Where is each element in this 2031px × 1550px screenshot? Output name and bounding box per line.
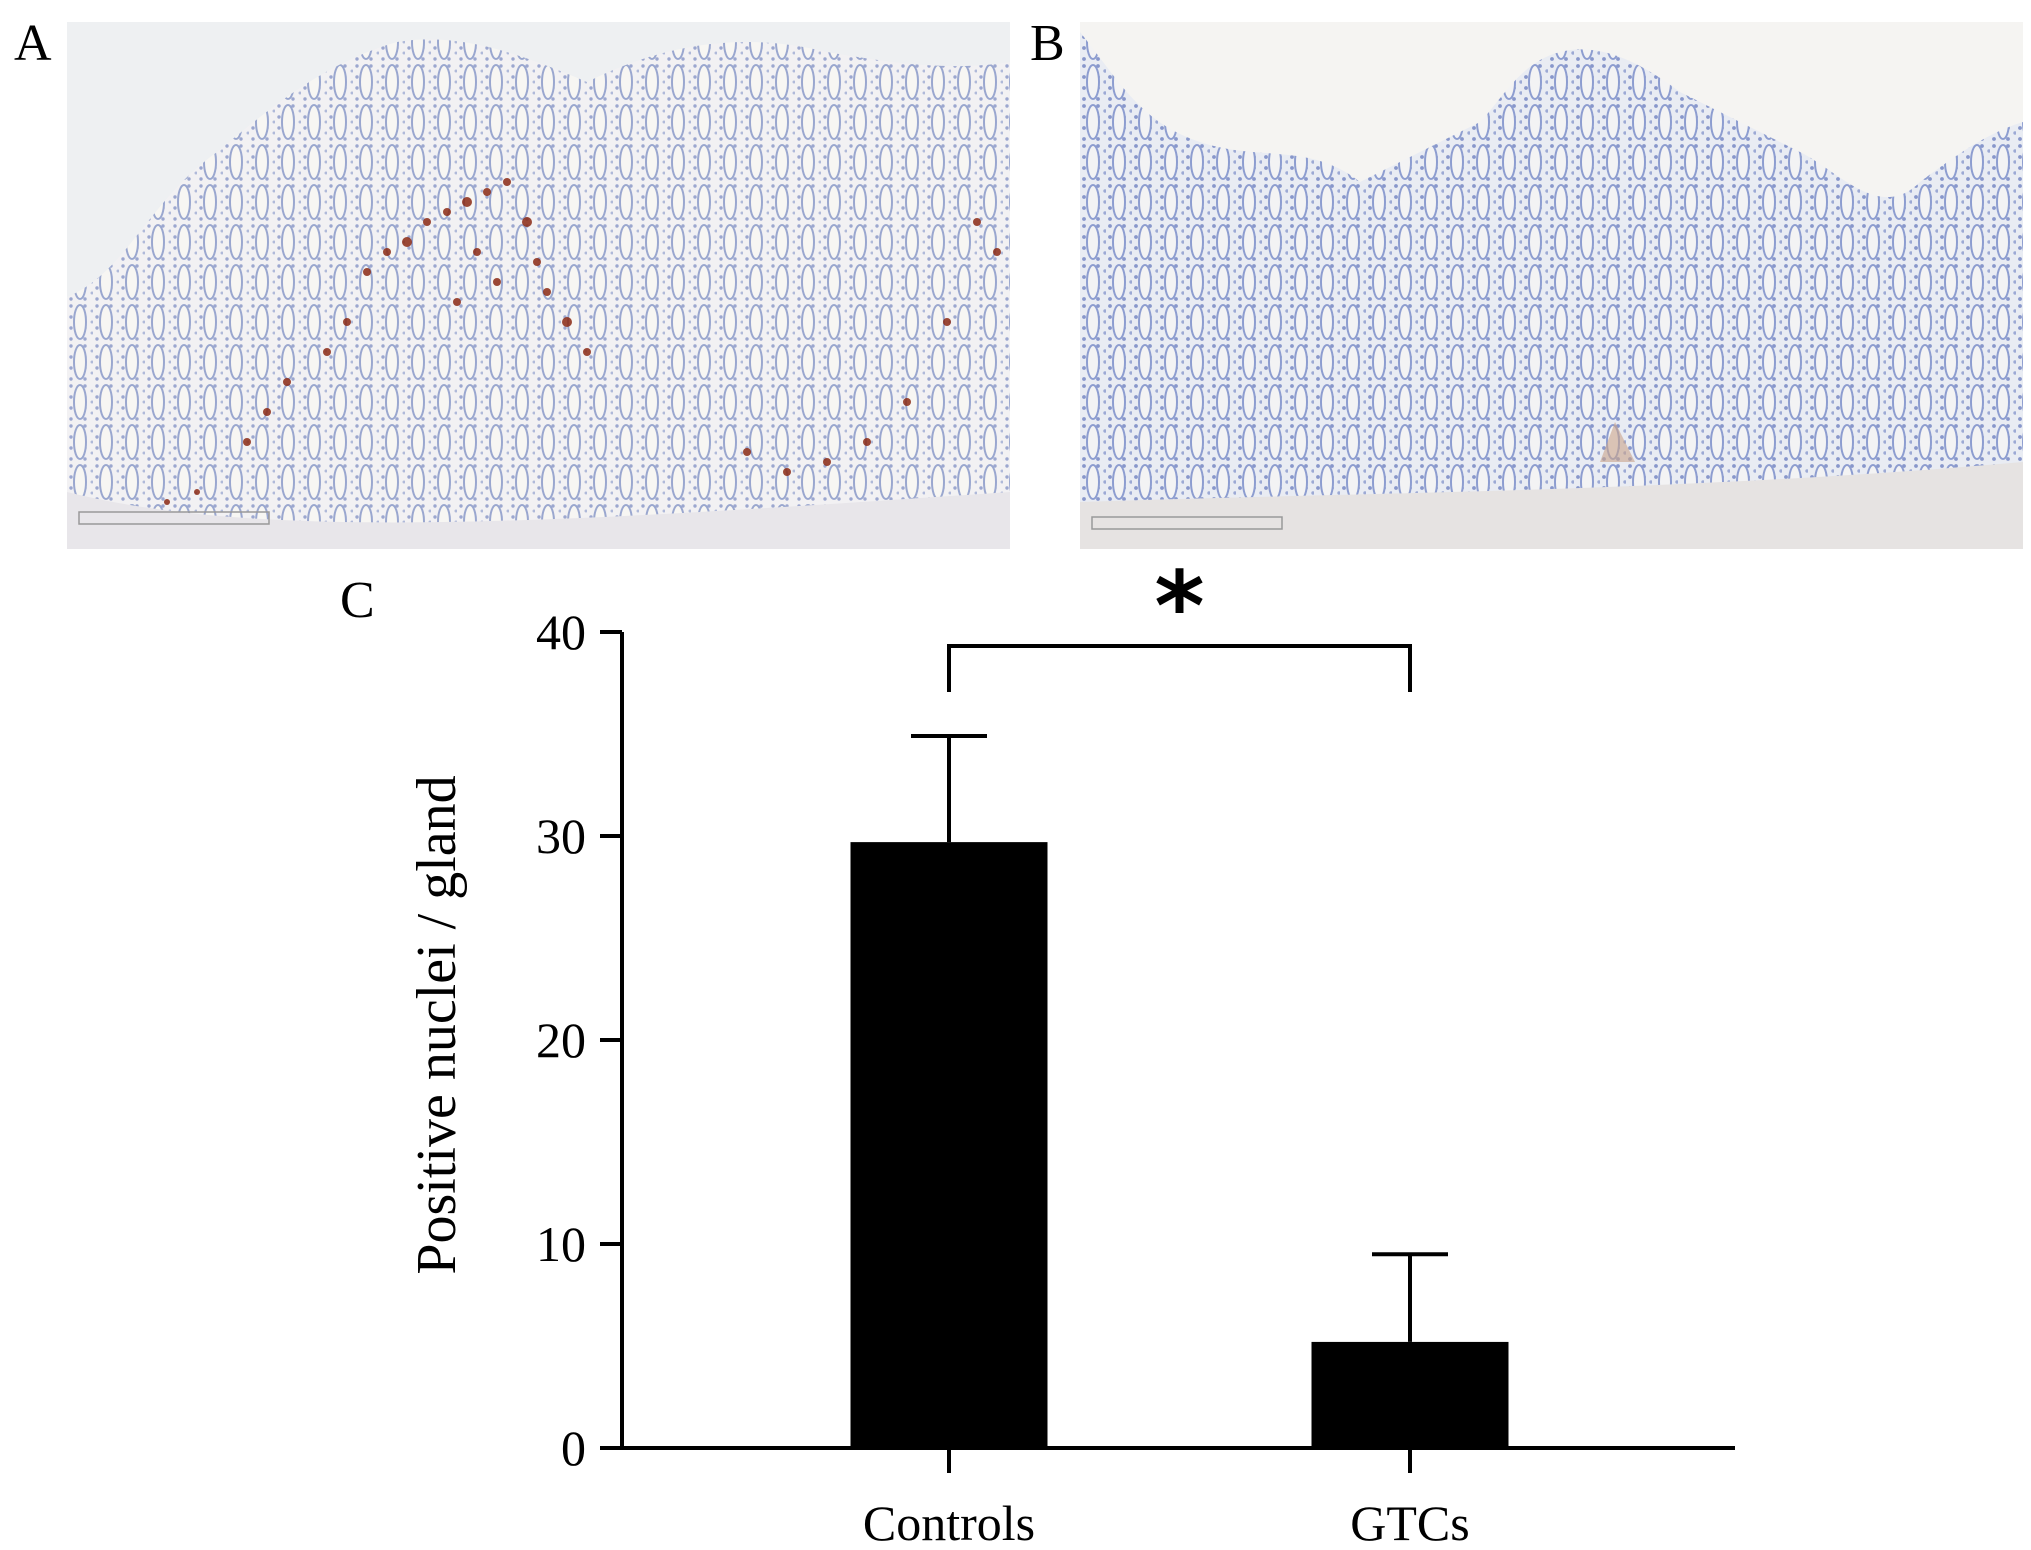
micrograph-a	[67, 22, 1010, 549]
micrograph-b-image	[1080, 22, 2023, 549]
significance-bracket	[947, 644, 1412, 692]
bar-gtcs	[1311, 1341, 1509, 1448]
y-tick-label: 30	[536, 808, 586, 864]
micrograph-b	[1080, 22, 2023, 549]
panel-label-a: A	[14, 15, 52, 72]
panel-label-b: B	[1030, 15, 1065, 72]
y-axis: 0 10 20 30 40	[536, 604, 624, 1476]
bar-controls	[850, 842, 1048, 1448]
x-tick-label: Controls	[863, 1495, 1035, 1550]
y-axis-title: Positive nuclei / gland	[406, 775, 468, 1274]
y-tick-label: 40	[536, 604, 586, 660]
error-bars	[911, 734, 1448, 1342]
bars	[850, 842, 1509, 1448]
panel-label-c: C	[340, 572, 375, 629]
y-tick-label: 10	[536, 1216, 586, 1272]
significance-annotation: *	[947, 551, 1412, 692]
x-tick-label: GTCs	[1350, 1495, 1469, 1550]
y-tick-label: 20	[536, 1012, 586, 1068]
x-axis: Controls GTCs	[622, 1446, 1735, 1550]
micrograph-a-image	[67, 22, 1010, 549]
significance-star: *	[1154, 551, 1204, 663]
y-tick-label: 0	[561, 1420, 586, 1476]
